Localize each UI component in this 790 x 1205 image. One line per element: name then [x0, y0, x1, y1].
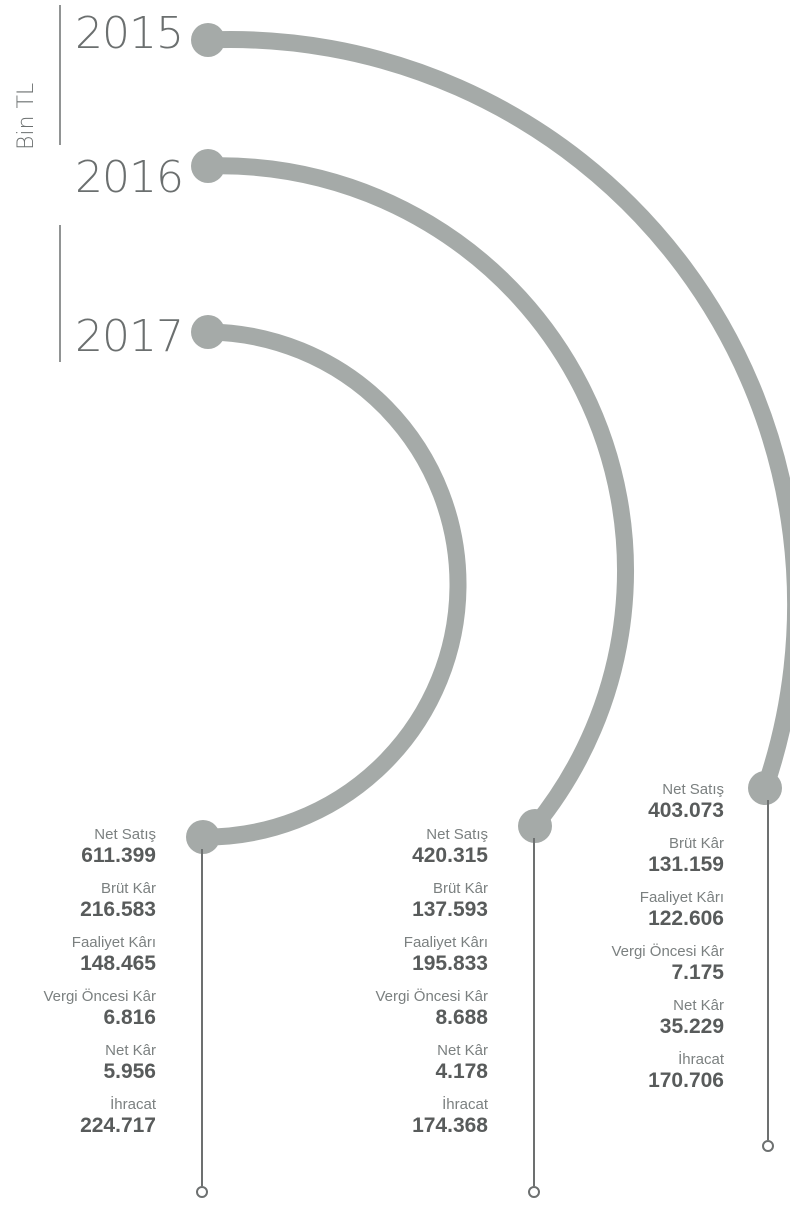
- metric-net-satis: Net Satış 420.315: [288, 826, 488, 867]
- metric-label: Net Kâr: [437, 1042, 488, 1059]
- metric-label: Net Satış: [662, 781, 724, 798]
- arc-2016-end-dot: [518, 809, 552, 843]
- metric-label: Faaliyet Kârı: [403, 934, 488, 951]
- leader-end-2015: [762, 1140, 774, 1152]
- metric-label: Brüt Kâr: [668, 835, 724, 852]
- metric-value: 403.073: [648, 799, 724, 822]
- metric-value: 5.956: [103, 1060, 156, 1083]
- leader-end-2016: [528, 1186, 540, 1198]
- metric-faaliyet-kari: Faaliyet Kârı 148.465: [0, 934, 156, 975]
- metric-label: Net Satış: [426, 826, 488, 843]
- year-label-2017: 2017: [75, 311, 184, 362]
- metric-label: İhracat: [442, 1096, 488, 1113]
- metric-value: 216.583: [80, 898, 156, 921]
- metrics-2015: Net Satış 403.073 Brüt Kâr 131.159 Faaliye…: [524, 781, 724, 1105]
- arc-2017: [194, 323, 467, 846]
- metric-label: Net Kâr: [673, 997, 724, 1014]
- metric-label: Brüt Kâr: [432, 880, 488, 897]
- metric-net-kar: Net Kâr 4.178: [288, 1042, 488, 1083]
- metric-value: 174.368: [412, 1114, 488, 1137]
- metric-value: 224.717: [80, 1114, 156, 1137]
- metric-value: 420.315: [412, 844, 488, 867]
- arc-2015-start-dot: [191, 23, 225, 57]
- metric-net-kar: Net Kâr 35.229: [524, 997, 724, 1038]
- metric-value: 6.816: [103, 1006, 156, 1029]
- metric-net-satis: Net Satış 403.073: [524, 781, 724, 822]
- year-label-2016: 2016: [75, 152, 184, 203]
- metric-value: 148.465: [80, 952, 156, 975]
- metric-value: 131.159: [648, 853, 724, 876]
- year-label-2015: 2015: [75, 8, 184, 59]
- metric-label: Net Kâr: [105, 1042, 156, 1059]
- metric-label: Vergi Öncesi Kâr: [43, 988, 156, 1005]
- arc-2016: [199, 157, 634, 835]
- metric-value: 611.399: [81, 844, 156, 867]
- metric-label: Faaliyet Kârı: [71, 934, 156, 951]
- leader-end-2017: [196, 1186, 208, 1198]
- metric-value: 195.833: [412, 952, 488, 975]
- metric-brut-kar: Brüt Kâr 216.583: [0, 880, 156, 921]
- metric-brut-kar: Brüt Kâr 137.593: [288, 880, 488, 921]
- metric-ihracat: İhracat 174.368: [288, 1096, 488, 1137]
- arc-2017-start-dot: [191, 315, 225, 349]
- metric-faaliyet-kari: Faaliyet Kârı 122.606: [524, 889, 724, 930]
- metric-value: 35.229: [659, 1015, 724, 1038]
- arc-2016-start-dot: [191, 149, 225, 183]
- metric-label: Brüt Kâr: [100, 880, 156, 897]
- arc-2015-end-dot: [748, 771, 782, 805]
- metric-ihracat: İhracat 170.706: [524, 1051, 724, 1092]
- metric-vergi-oncesi-kar: Vergi Öncesi Kâr 8.688: [288, 988, 488, 1029]
- metric-label: Vergi Öncesi Kâr: [611, 943, 724, 960]
- metric-value: 170.706: [648, 1069, 724, 1092]
- metrics-2016: Net Satış 420.315 Brüt Kâr 137.593 Faaliye…: [288, 826, 488, 1150]
- metric-brut-kar: Brüt Kâr 131.159: [524, 835, 724, 876]
- metric-vergi-oncesi-kar: Vergi Öncesi Kâr 7.175: [524, 943, 724, 984]
- metric-label: Faaliyet Kârı: [639, 889, 724, 906]
- metric-value: 122.606: [648, 907, 724, 930]
- arc-2015: [199, 31, 790, 797]
- unit-label: Bin TL: [14, 82, 39, 150]
- metric-value: 137.593: [412, 898, 488, 921]
- metric-label: İhracat: [110, 1096, 156, 1113]
- metric-net-kar: Net Kâr 5.956: [0, 1042, 156, 1083]
- metric-value: 7.175: [671, 961, 724, 984]
- metric-ihracat: İhracat 224.717: [0, 1096, 156, 1137]
- metric-label: İhracat: [678, 1051, 724, 1068]
- metric-label: Vergi Öncesi Kâr: [375, 988, 488, 1005]
- metric-vergi-oncesi-kar: Vergi Öncesi Kâr 6.816: [0, 988, 156, 1029]
- metric-label: Net Satış: [94, 826, 156, 843]
- metric-value: 4.178: [435, 1060, 488, 1083]
- metric-net-satis: Net Satış 611.399: [0, 826, 156, 867]
- arc-2017-end-dot: [186, 820, 220, 854]
- metric-value: 8.688: [435, 1006, 488, 1029]
- metrics-2017: Net Satış 611.399 Brüt Kâr 216.583 Faaliye…: [0, 826, 156, 1150]
- metric-faaliyet-kari: Faaliyet Kârı 195.833: [288, 934, 488, 975]
